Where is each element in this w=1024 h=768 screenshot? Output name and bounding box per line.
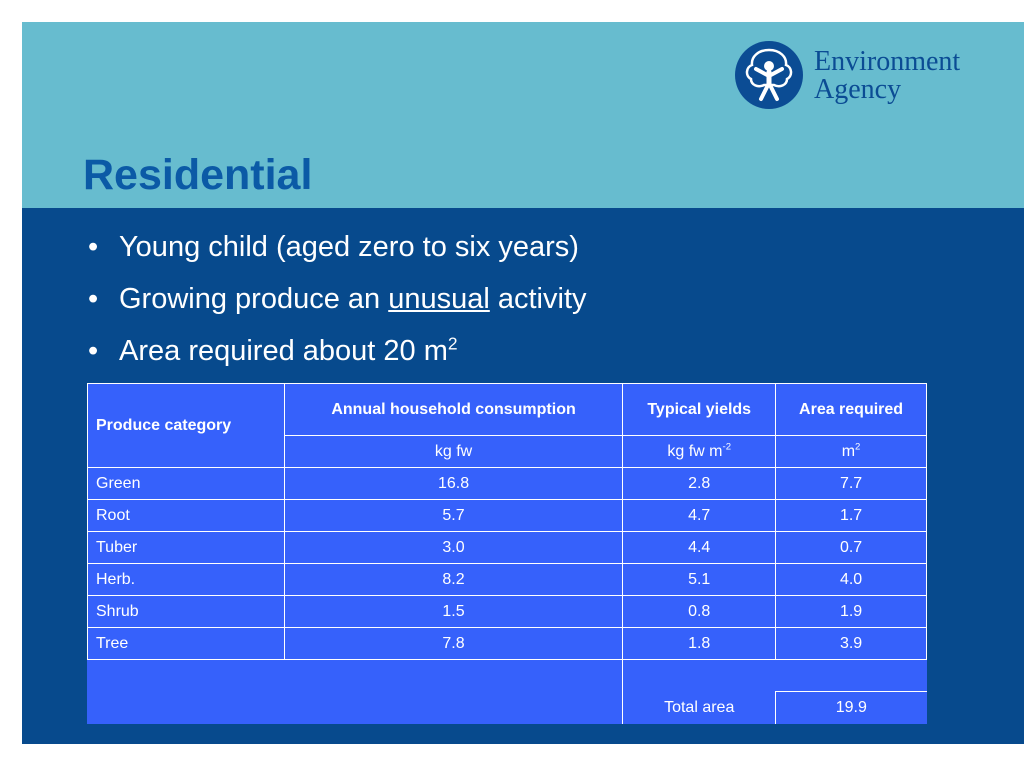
cell-consumption: 7.8 <box>283 627 624 660</box>
cell-consumption: 5.7 <box>283 499 624 532</box>
unit-consumption: kg fw <box>283 435 624 468</box>
cell-consumption: 8.2 <box>283 563 624 596</box>
unit-yields-text: kg fw m <box>667 442 723 460</box>
bullet-text: Young child (aged zero to six years) <box>119 231 579 263</box>
bullet-text-pre: Growing produce an <box>119 283 389 315</box>
cell-consumption: 3.0 <box>283 531 624 564</box>
cell-area: 0.7 <box>775 531 927 564</box>
cell-category: Shrub <box>87 595 285 628</box>
cell-category: Herb. <box>87 563 285 596</box>
bullet-icon: • <box>88 231 99 263</box>
header-band: Residential Environment Agency <box>22 22 1024 208</box>
cell-category: Green <box>87 467 285 500</box>
unit-yields: kg fw m-2 <box>622 435 777 468</box>
table-spacer-row <box>88 659 927 692</box>
cell-yields: 2.8 <box>622 467 777 500</box>
cell-category: Tree <box>87 627 285 660</box>
cell-category: Tuber <box>87 531 285 564</box>
cell-yields: 0.8 <box>622 595 777 628</box>
produce-table-container: Produce category Annual household consum… <box>87 383 927 724</box>
unit-area-text: m <box>841 442 856 460</box>
bullet-item: • Young child (aged zero to six years) <box>86 222 587 274</box>
total-label: Total area <box>622 691 776 724</box>
table-row: Tuber 3.0 4.4 0.7 <box>87 531 927 564</box>
cell-consumption: 1.5 <box>283 595 624 628</box>
cell-yields: 5.1 <box>622 563 777 596</box>
bullet-text-underlined: unusual <box>388 283 490 315</box>
tree-figure-icon <box>735 41 803 109</box>
unit-area-superscript: 2 <box>855 441 861 453</box>
cell-area: 1.9 <box>775 595 927 628</box>
total-value: 19.9 <box>775 691 927 724</box>
cell-yields: 4.4 <box>622 531 777 564</box>
header-annual-consumption: Annual household consumption <box>283 383 624 436</box>
bullet-icon: • <box>88 335 99 367</box>
bullet-icon: • <box>88 283 99 315</box>
header-area-required: Area required <box>775 383 927 436</box>
bullet-text: Area required about 20 m <box>119 335 448 367</box>
logo-line-1: Environment <box>814 46 961 77</box>
header-produce-category: Produce category <box>87 383 285 468</box>
cell-yields: 4.7 <box>622 499 777 532</box>
cell-category: Root <box>87 499 285 532</box>
logo-wordmark: Environment Agency <box>814 48 960 104</box>
slide: Residential Environment Agency • Young c… <box>22 22 1024 744</box>
environment-agency-logo: Environment Agency <box>734 40 1006 116</box>
header-typical-yields: Typical yields <box>622 383 777 436</box>
unit-yields-superscript: -2 <box>722 441 732 453</box>
cell-area: 1.7 <box>775 499 927 532</box>
produce-table: Produce category Annual household consum… <box>87 383 927 724</box>
table-row: Herb. 8.2 5.1 4.0 <box>87 563 927 596</box>
cell-yields: 1.8 <box>622 627 777 660</box>
bullet-list: • Young child (aged zero to six years) •… <box>86 222 587 378</box>
logo-line-2: Agency <box>814 74 902 105</box>
unit-area: m2 <box>775 435 927 468</box>
table-row: Tree 7.8 1.8 3.9 <box>87 627 927 660</box>
bullet-text-post: activity <box>489 283 587 315</box>
cell-area: 7.7 <box>775 467 927 500</box>
table-row: Shrub 1.5 0.8 1.9 <box>87 595 927 628</box>
bullet-superscript: 2 <box>447 333 458 354</box>
page-title: Residential <box>83 151 313 199</box>
table-total-row: Total area 19.9 <box>88 691 927 724</box>
cell-area: 4.0 <box>775 563 927 596</box>
bullet-item: • Growing produce an unusual activity <box>86 274 587 326</box>
bullet-item: • Area required about 20 m2 <box>86 326 587 378</box>
table-header-row: Produce category Annual household consum… <box>87 383 927 468</box>
table-units-row: kg fw kg fw m-2 m2 <box>88 435 927 468</box>
table-row: Green 16.8 2.8 7.7 <box>87 467 927 500</box>
cell-area: 3.9 <box>775 627 927 660</box>
table-row: Root 5.7 4.7 1.7 <box>87 499 927 532</box>
cell-consumption: 16.8 <box>283 467 624 500</box>
